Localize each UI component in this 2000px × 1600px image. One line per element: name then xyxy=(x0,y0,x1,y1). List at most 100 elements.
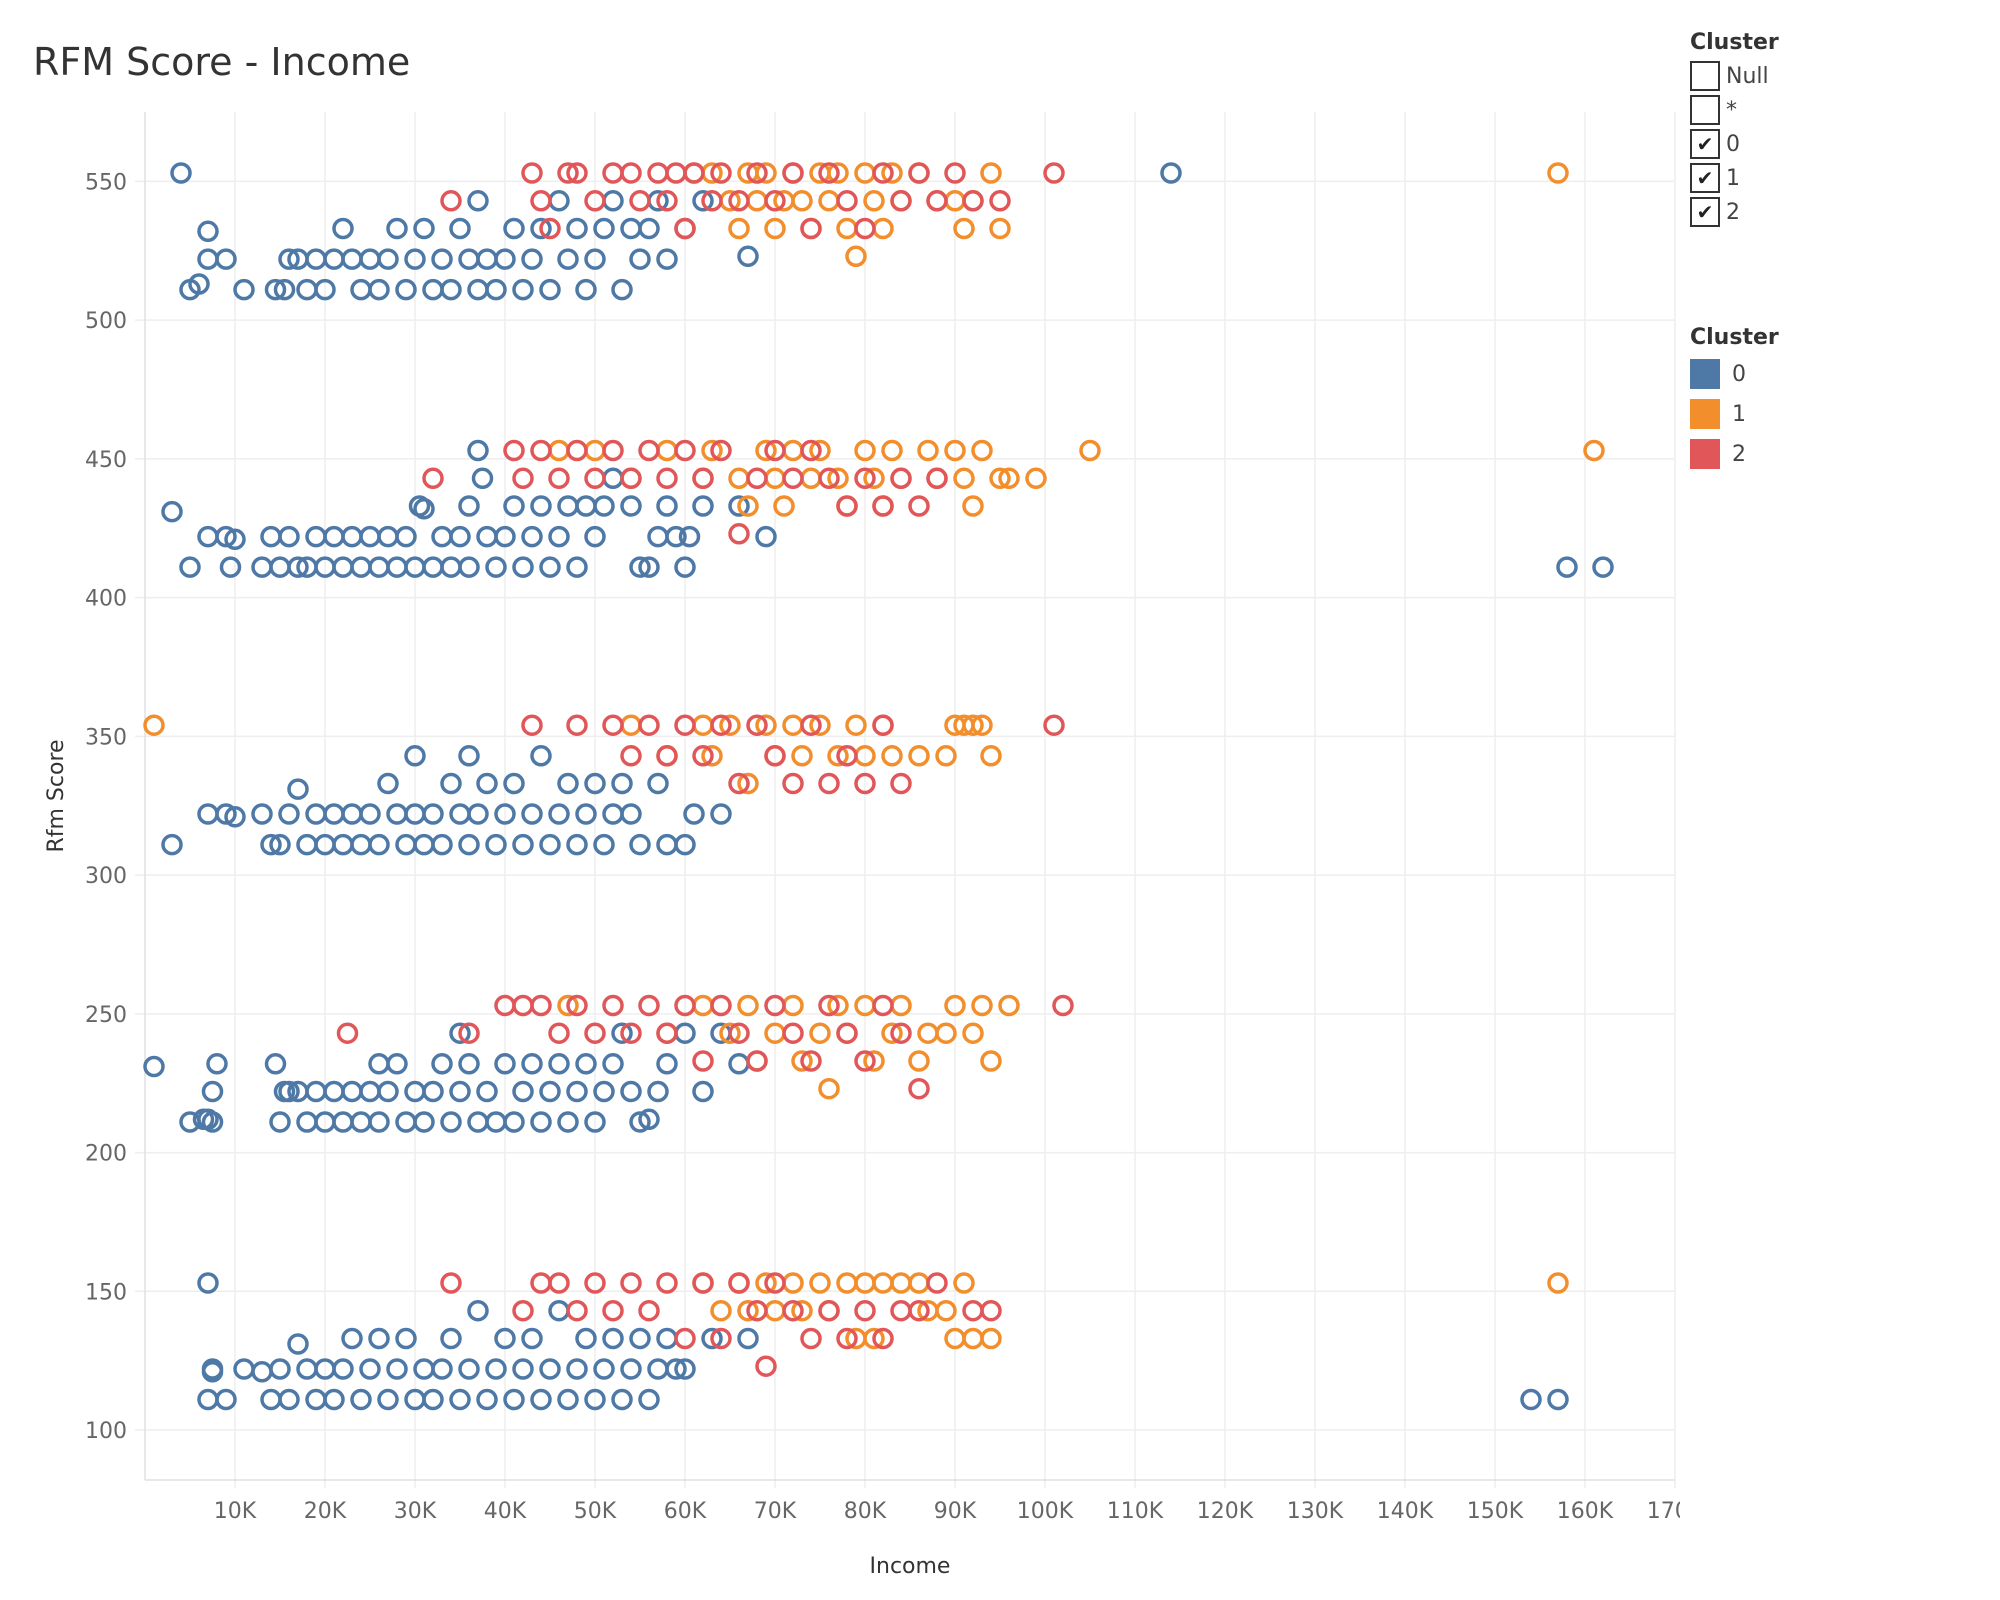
data-point-cluster-0[interactable] xyxy=(377,772,399,795)
data-point-cluster-0[interactable] xyxy=(377,1388,399,1411)
data-point-cluster-0[interactable] xyxy=(413,1111,435,1133)
data-point-cluster-2[interactable] xyxy=(962,190,984,212)
data-point-cluster-0[interactable] xyxy=(440,278,462,301)
data-point-cluster-0[interactable] xyxy=(440,556,462,578)
data-point-cluster-0[interactable] xyxy=(476,525,498,548)
data-point-cluster-2[interactable] xyxy=(1043,162,1065,184)
data-point-cluster-2[interactable] xyxy=(818,772,840,795)
data-point-cluster-0[interactable] xyxy=(341,248,363,270)
data-point-cluster-2[interactable] xyxy=(584,1022,606,1044)
data-point-cluster-2[interactable] xyxy=(620,1022,642,1044)
data-point-cluster-0[interactable] xyxy=(350,556,372,578)
data-point-cluster-2[interactable] xyxy=(521,714,543,736)
data-point-cluster-2[interactable] xyxy=(872,495,894,517)
data-point-cluster-0[interactable] xyxy=(332,1358,354,1380)
data-point-cluster-0[interactable] xyxy=(386,1053,408,1075)
data-point-cluster-0[interactable] xyxy=(305,525,327,548)
data-point-cluster-0[interactable] xyxy=(431,833,453,856)
data-point-cluster-1[interactable] xyxy=(701,439,723,462)
data-point-cluster-0[interactable] xyxy=(422,278,444,301)
data-point-cluster-1[interactable] xyxy=(962,1022,984,1044)
data-point-cluster-0[interactable] xyxy=(386,1358,408,1380)
data-point-cluster-1[interactable] xyxy=(755,162,777,184)
data-point-cluster-1[interactable] xyxy=(845,245,867,268)
data-point-cluster-0[interactable] xyxy=(647,1080,669,1103)
data-point-cluster-1[interactable] xyxy=(809,1022,831,1044)
data-point-cluster-0[interactable] xyxy=(260,525,282,548)
data-point-cluster-0[interactable] xyxy=(332,1111,354,1133)
data-point-cluster-0[interactable] xyxy=(575,1053,597,1075)
data-point-cluster-1[interactable] xyxy=(908,1272,930,1294)
data-point-cluster-0[interactable] xyxy=(584,1111,606,1133)
data-point-cluster-2[interactable] xyxy=(908,162,930,184)
data-point-cluster-0[interactable] xyxy=(197,1388,219,1411)
data-point-cluster-0[interactable] xyxy=(611,1022,633,1044)
data-point-cluster-2[interactable] xyxy=(656,1022,678,1044)
data-point-cluster-2[interactable] xyxy=(602,1299,624,1322)
data-point-cluster-0[interactable] xyxy=(332,833,354,856)
data-point-cluster-0[interactable] xyxy=(341,803,363,825)
data-point-cluster-2[interactable] xyxy=(566,994,588,1017)
data-point-cluster-1[interactable] xyxy=(836,217,858,240)
data-point-cluster-0[interactable] xyxy=(593,217,615,240)
data-point-cluster-2[interactable] xyxy=(710,162,732,184)
data-point-cluster-1[interactable] xyxy=(854,439,876,462)
data-point-cluster-0[interactable] xyxy=(485,1358,507,1380)
data-point-cluster-1[interactable] xyxy=(971,439,993,462)
data-point-cluster-0[interactable] xyxy=(467,278,489,301)
data-point-cluster-0[interactable] xyxy=(161,833,183,856)
data-point-cluster-0[interactable] xyxy=(665,525,687,548)
data-point-cluster-0[interactable] xyxy=(494,525,516,548)
data-point-cluster-0[interactable] xyxy=(341,1327,363,1350)
data-point-cluster-0[interactable] xyxy=(368,1327,390,1350)
data-point-cluster-0[interactable] xyxy=(467,1111,489,1133)
data-point-cluster-2[interactable] xyxy=(440,1272,462,1294)
data-point-cluster-0[interactable] xyxy=(539,278,561,301)
data-point-cluster-2[interactable] xyxy=(584,467,606,490)
data-point-cluster-0[interactable] xyxy=(755,525,777,548)
data-point-cluster-0[interactable] xyxy=(264,278,287,301)
data-point-cluster-2[interactable] xyxy=(656,467,678,490)
checkbox-unchecked-icon[interactable] xyxy=(1690,61,1720,91)
data-point-cluster-2[interactable] xyxy=(530,994,552,1017)
data-point-cluster-2[interactable] xyxy=(728,1022,750,1044)
data-point-cluster-0[interactable] xyxy=(674,556,696,578)
data-point-cluster-0[interactable] xyxy=(503,772,525,795)
data-point-cluster-0[interactable] xyxy=(395,525,417,548)
data-point-cluster-2[interactable] xyxy=(692,745,714,767)
data-point-cluster-1[interactable] xyxy=(962,495,984,517)
color-legend-item[interactable]: 2 xyxy=(1690,434,1779,474)
data-point-cluster-0[interactable] xyxy=(638,1388,660,1411)
data-point-cluster-0[interactable] xyxy=(296,278,318,301)
checkbox-checked-icon[interactable]: ✔ xyxy=(1690,163,1720,193)
data-point-cluster-0[interactable] xyxy=(638,217,660,240)
data-point-cluster-0[interactable] xyxy=(521,248,543,270)
data-point-cluster-2[interactable] xyxy=(566,714,588,736)
data-point-cluster-2[interactable] xyxy=(854,1050,876,1072)
data-point-cluster-1[interactable] xyxy=(953,217,975,240)
data-point-cluster-2[interactable] xyxy=(836,1022,858,1044)
data-point-cluster-1[interactable] xyxy=(737,495,759,517)
data-point-cluster-0[interactable] xyxy=(602,1327,624,1350)
data-point-cluster-0[interactable] xyxy=(467,803,489,825)
data-point-cluster-1[interactable] xyxy=(881,1022,903,1044)
data-point-cluster-0[interactable] xyxy=(413,1358,435,1380)
data-point-cluster-1[interactable] xyxy=(980,745,1002,767)
data-point-cluster-0[interactable] xyxy=(602,803,624,825)
data-point-cluster-0[interactable] xyxy=(521,1053,543,1075)
data-point-cluster-0[interactable] xyxy=(458,556,480,578)
checkbox-unchecked-icon[interactable] xyxy=(1690,95,1720,125)
data-point-cluster-2[interactable] xyxy=(728,772,750,795)
data-point-cluster-0[interactable] xyxy=(584,248,606,270)
data-point-cluster-0[interactable] xyxy=(521,1327,543,1350)
data-point-cluster-0[interactable] xyxy=(332,217,354,240)
data-point-cluster-2[interactable] xyxy=(854,217,876,240)
data-point-cluster-0[interactable] xyxy=(656,495,678,517)
data-point-cluster-0[interactable] xyxy=(395,278,417,301)
data-point-cluster-1[interactable] xyxy=(980,1327,1002,1350)
data-point-cluster-0[interactable] xyxy=(485,1111,507,1133)
data-point-cluster-2[interactable] xyxy=(764,190,786,212)
data-point-cluster-0[interactable] xyxy=(494,248,516,270)
data-point-cluster-2[interactable] xyxy=(908,1299,930,1322)
data-point-cluster-2[interactable] xyxy=(1052,994,1074,1017)
